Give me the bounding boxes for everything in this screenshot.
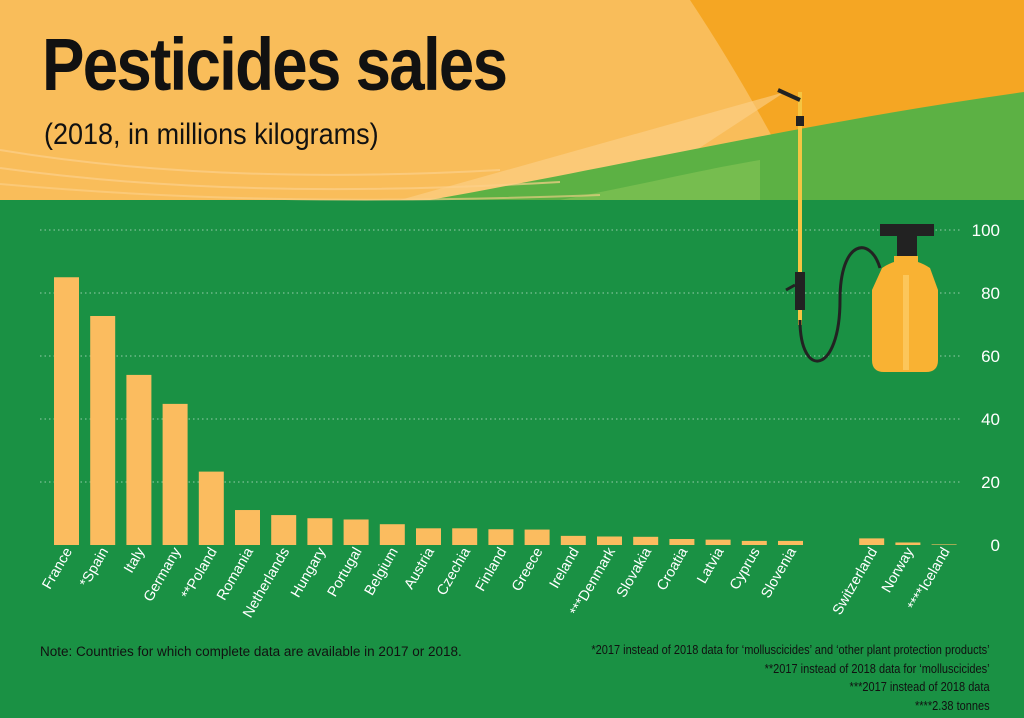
y-tick-label: 20	[981, 473, 1000, 492]
sky-curve-3	[0, 183, 601, 201]
x-tick-label: Ireland	[547, 545, 583, 591]
bar	[343, 519, 369, 545]
sprayer-nozzle	[777, 88, 801, 102]
y-axis-ticks: 0 20 40 60 80 100	[972, 221, 1000, 555]
bar	[560, 535, 586, 545]
sprayer-hose	[798, 246, 882, 363]
x-tick-label: Portugal	[325, 545, 366, 600]
bar	[198, 471, 224, 545]
bar	[90, 315, 116, 545]
bar	[452, 528, 478, 545]
bar	[126, 374, 152, 545]
footnote-1: *2017 instead of 2018 data for ‘mollusci…	[591, 643, 990, 657]
y-tick-label: 0	[991, 536, 1000, 555]
y-tick-label: 80	[981, 284, 1000, 303]
sprayer-wand-joint	[796, 116, 804, 126]
bar	[488, 529, 514, 545]
x-tick-label: *Spain	[77, 545, 112, 590]
x-tick-label: Norway	[879, 544, 918, 595]
y-tick-label: 100	[972, 221, 1000, 240]
gridlines	[40, 229, 960, 483]
sky-curve-2	[0, 167, 561, 191]
bar	[162, 403, 188, 545]
sprayer-trigger	[785, 283, 796, 292]
x-tick-label: Latvia	[694, 544, 728, 586]
bar	[705, 539, 731, 545]
bars	[54, 277, 957, 545]
x-tick-label: Finland	[473, 545, 511, 594]
sprayer-pump-rod	[897, 236, 917, 258]
note-text: Note: Countries for which complete data …	[40, 644, 462, 659]
x-tick-label: Austria	[402, 544, 439, 592]
x-tick-label: Greece	[509, 545, 547, 594]
bar	[741, 540, 767, 545]
sun-ray	[400, 92, 785, 200]
x-axis-labels: France *Spain ItalyGermany**PolandRomaniaN…	[40, 544, 954, 621]
bar	[54, 277, 79, 545]
bar	[778, 540, 803, 545]
sprayer-pump-handle	[880, 224, 934, 236]
x-tick-label: Slovakia	[614, 544, 656, 600]
sprayer-handle	[795, 272, 805, 310]
x-tick-label: Croatia	[654, 544, 692, 593]
bar	[416, 528, 441, 545]
sprayer-icon	[777, 88, 938, 372]
page-title: Pesticides sales	[42, 23, 508, 106]
hill-light	[560, 160, 760, 200]
bar	[931, 544, 957, 545]
bar	[379, 524, 405, 545]
x-tick-label: Belgium	[362, 545, 402, 598]
bar	[633, 536, 659, 545]
sprayer-tank-cap	[894, 256, 918, 266]
bar	[859, 538, 885, 545]
bar	[307, 518, 333, 545]
x-tick-label: Czechia	[434, 544, 475, 598]
x-tick-label: France	[40, 545, 76, 592]
y-tick-label: 60	[981, 347, 1000, 366]
x-tick-label: Switzerland	[830, 545, 881, 618]
x-tick-label: Slovenia	[758, 544, 800, 601]
footnote-3: ***2017 instead of 2018 data	[849, 680, 990, 694]
hill-green	[430, 92, 1024, 200]
bar	[271, 515, 297, 545]
y-tick-label: 40	[981, 410, 1000, 429]
footnotes: *2017 instead of 2018 data for ‘mollusci…	[592, 641, 990, 715]
page-subtitle: (2018, in millions kilograms)	[44, 118, 379, 151]
x-tick-label: Cyprus	[727, 545, 764, 593]
bar	[235, 510, 260, 545]
bar	[669, 539, 695, 545]
footnote-4: ****2.38 tonnes	[915, 698, 990, 713]
bar	[895, 542, 921, 545]
bar	[524, 529, 550, 545]
x-tick-label: Italy	[121, 544, 149, 576]
bar	[597, 536, 622, 545]
footnote-2: **2017 instead of 2018 data for ‘mollusc…	[764, 661, 990, 676]
sky-curve-1	[0, 149, 501, 176]
